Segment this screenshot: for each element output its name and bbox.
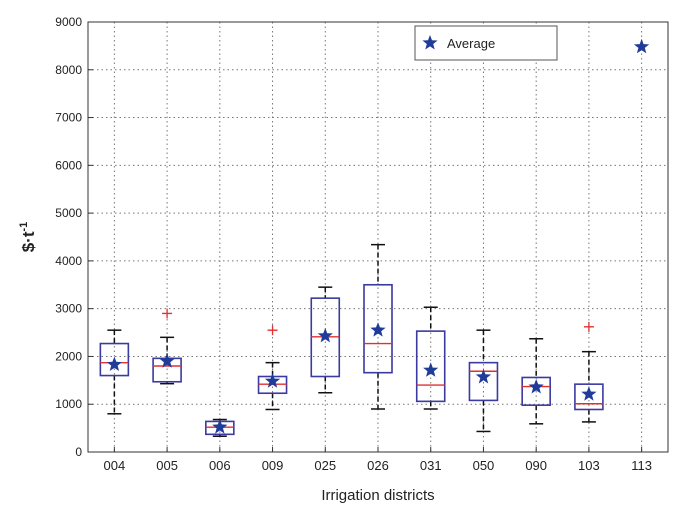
marks	[99, 38, 650, 437]
legend: Average	[414, 25, 558, 61]
outlier-marker	[162, 308, 173, 319]
legend-box	[414, 25, 558, 61]
box	[521, 376, 551, 406]
x-tick-label: 031	[420, 458, 442, 473]
y-tick-label: 3000	[55, 302, 82, 316]
legend-label: Average	[447, 36, 495, 51]
box	[99, 342, 130, 377]
ticks: 0 1000 2000 3000 4000 5000 6000 7000 8000 9000 004…	[55, 15, 652, 473]
y-axis-label-group: $·t-1	[18, 222, 38, 253]
average-star	[634, 38, 650, 54]
y-tick-label: 9000	[55, 15, 82, 29]
y-tick-label: 6000	[55, 158, 82, 172]
average-star	[317, 327, 333, 343]
x-tick-label: 006	[209, 458, 231, 473]
x-tick-label: 025	[314, 458, 336, 473]
x-tick-label: 090	[525, 458, 547, 473]
box	[574, 383, 604, 411]
x-tick-label: 103	[578, 458, 600, 473]
svg-text:$·t-1: $·t-1	[18, 222, 38, 253]
box	[468, 361, 499, 402]
x-tick-label: 005	[156, 458, 178, 473]
y-tick-label: 8000	[55, 63, 82, 77]
outlier-marker	[583, 321, 594, 332]
box	[415, 330, 446, 403]
average-star	[581, 386, 597, 401]
y-tick-label: 1000	[55, 397, 82, 411]
average-star	[212, 419, 228, 434]
box	[363, 283, 393, 374]
average-star	[423, 362, 439, 377]
x-tick-label: 004	[104, 458, 126, 473]
average-star	[475, 369, 492, 384]
average-star	[159, 353, 175, 368]
x-axis-label: Irrigation districts	[321, 487, 434, 504]
x-tick-label: 050	[473, 458, 495, 473]
average-star	[370, 322, 386, 337]
x-tick-label: 009	[262, 458, 284, 473]
y-axis-label: $·t	[19, 231, 38, 252]
outlier-marker	[267, 325, 278, 336]
y-tick-label: 4000	[55, 254, 82, 268]
average-star	[528, 379, 544, 394]
x-tick-label: 026	[367, 458, 389, 473]
average-star	[264, 373, 281, 388]
y-tick-label: 7000	[55, 111, 82, 125]
average-star	[106, 356, 122, 371]
y-axis-label-sup: -1	[18, 222, 30, 232]
legend-star-icon	[422, 35, 438, 50]
y-tick-label: 0	[75, 445, 82, 459]
grid	[88, 22, 668, 452]
y-tick-label: 2000	[55, 349, 82, 363]
x-tick-label: 113	[631, 458, 652, 473]
y-tick-label: 5000	[55, 206, 82, 220]
